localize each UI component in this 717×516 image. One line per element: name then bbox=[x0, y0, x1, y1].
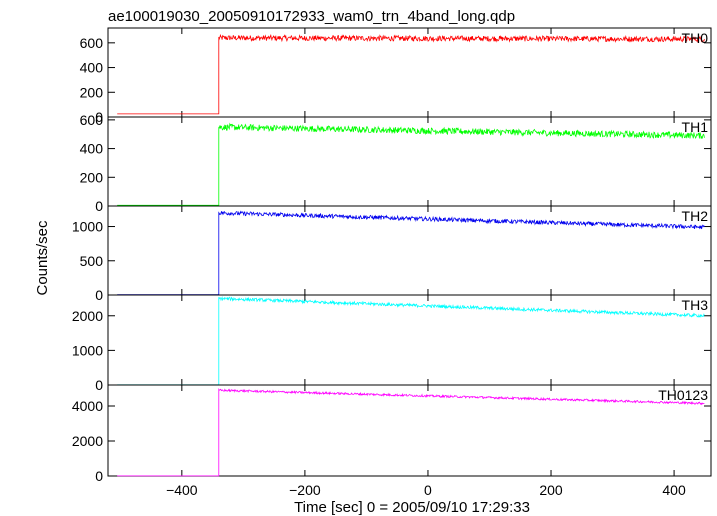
y-tick-label: 200 bbox=[80, 169, 104, 185]
series-label-th0123: TH0123 bbox=[658, 387, 708, 403]
panel-frame bbox=[107, 294, 712, 386]
panels-group: 0 200 400 600 TH0 0 200 400 600 TH1 0 500 1000 TH2 0 10… bbox=[72, 27, 712, 484]
x-axis: −400 −200 0 200 400 bbox=[166, 482, 686, 498]
panel-th0: 0 200 400 600 TH0 bbox=[80, 27, 712, 125]
y-axis-label: Counts/sec bbox=[34, 220, 51, 296]
y-tick-label: 600 bbox=[80, 35, 104, 51]
panel-th3: 0 1000 2000 TH3 bbox=[72, 294, 712, 393]
panel-th0123: 0 2000 4000 TH0123 bbox=[72, 384, 712, 484]
series-line-th1 bbox=[117, 122, 705, 206]
y-tick-label: 400 bbox=[80, 60, 104, 76]
y-tick-label: 0 bbox=[95, 198, 103, 214]
panel-frame bbox=[107, 27, 712, 118]
chart-title: ae100019030_20050910172933_wam0_trn_4ban… bbox=[108, 8, 515, 25]
y-tick-label: 2000 bbox=[72, 433, 103, 449]
y-tick-label: 600 bbox=[80, 112, 104, 128]
x-tick-label: −200 bbox=[289, 482, 321, 498]
series-label-th0: TH0 bbox=[682, 30, 709, 46]
y-tick-label: 1000 bbox=[72, 219, 103, 235]
panel-th2: 0 500 1000 TH2 bbox=[72, 205, 712, 303]
x-tick-label: 200 bbox=[539, 482, 563, 498]
y-tick-label: 4000 bbox=[72, 398, 103, 414]
y-tick-label: 500 bbox=[80, 253, 104, 269]
y-tick-label: 0 bbox=[95, 377, 103, 393]
y-tick-label: 400 bbox=[80, 141, 104, 157]
y-tick-label: 2000 bbox=[72, 308, 103, 324]
panel-frame bbox=[107, 384, 712, 477]
series-label-th2: TH2 bbox=[682, 208, 709, 224]
series-line-th0123 bbox=[117, 388, 705, 477]
series-line-th0 bbox=[117, 33, 705, 115]
y-tick-label: 0 bbox=[95, 109, 103, 125]
y-tick-label: 0 bbox=[95, 468, 103, 484]
x-tick-label: −400 bbox=[166, 482, 198, 498]
y-tick-label: 200 bbox=[80, 84, 104, 100]
x-axis-label: Time [sec] 0 = 2005/09/10 17:29:33 bbox=[294, 499, 530, 516]
panel-th1: 0 200 400 600 TH1 bbox=[80, 112, 712, 214]
x-tick-label: 0 bbox=[424, 482, 432, 498]
x-tick-label: 400 bbox=[662, 482, 686, 498]
series-label-th3: TH3 bbox=[682, 297, 709, 313]
series-line-th2 bbox=[117, 210, 705, 296]
series-line-th3 bbox=[117, 296, 705, 386]
series-label-th1: TH1 bbox=[682, 119, 709, 135]
y-tick-label: 1000 bbox=[72, 342, 103, 358]
y-tick-label: 0 bbox=[95, 287, 103, 303]
